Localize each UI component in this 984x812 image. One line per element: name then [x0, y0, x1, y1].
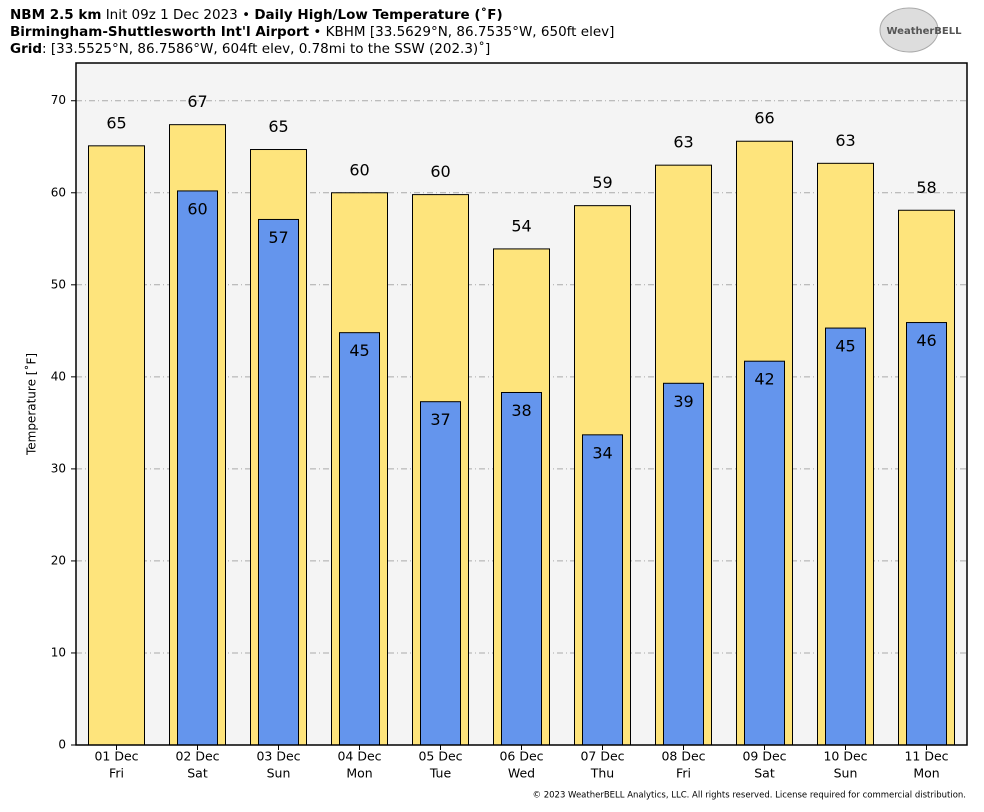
model: NBM 2.5 km: [10, 7, 101, 23]
y-tick-label: 40: [51, 369, 66, 383]
y-tick-label: 30: [51, 461, 66, 475]
grid-label: Grid: [10, 41, 42, 57]
y-tick-label: 0: [58, 738, 66, 752]
x-tick-label: 06 Dec: [499, 749, 543, 764]
init: Init 09z 1 Dec 2023: [106, 7, 238, 23]
bar: [177, 190, 218, 746]
grid-info: : [33.5525°N, 86.7586°W, 604ft elev, 0.7…: [42, 40, 490, 57]
x-tick-day: Sun: [834, 766, 858, 781]
station-info: KBHM [33.5629°N, 86.7535°W, 650ft elev]: [326, 24, 615, 40]
x-tick-day: Sat: [754, 766, 775, 781]
x-tick-label: 04 Dec: [337, 749, 381, 764]
logo: WeatherBELL: [886, 26, 962, 37]
x-tick-label: 11 Dec: [904, 749, 948, 764]
y-tick-label: 20: [51, 553, 66, 567]
value-label: 54: [511, 216, 531, 235]
value-label: 63: [673, 133, 693, 152]
x-tick-day: Wed: [508, 766, 535, 781]
y-tick-label: 50: [51, 277, 66, 291]
value-label: 34: [592, 443, 612, 462]
value-label: 39: [673, 392, 693, 411]
header-line: Grid: [33.5525°N, 86.7586°W, 604ft elev,…: [10, 40, 490, 57]
value-label: 65: [106, 113, 126, 132]
bar: [825, 327, 866, 746]
bar: [258, 218, 299, 746]
value-label: 38: [511, 401, 531, 420]
y-tick-label: 70: [51, 93, 66, 107]
header-line: Birmingham-Shuttlesworth Int'l Airport •…: [10, 24, 614, 40]
value-label: 59: [592, 173, 612, 192]
value-label: 37: [430, 410, 450, 429]
logo-mark: [879, 7, 939, 53]
value-label: 58: [916, 178, 936, 197]
bar: [339, 332, 380, 746]
value-label: 45: [835, 337, 855, 356]
x-tick-day: Fri: [109, 766, 124, 781]
x-tick-label: 03 Dec: [256, 749, 300, 764]
bar: [88, 145, 145, 746]
station: Birmingham-Shuttlesworth Int'l Airport: [10, 24, 310, 40]
x-tick-label: 07 Dec: [580, 749, 624, 764]
value-label: 42: [754, 370, 774, 389]
header-line: NBM 2.5 km Init 09z 1 Dec 2023 • Daily H…: [10, 6, 503, 23]
bar: [582, 434, 623, 746]
value-label: 63: [835, 131, 855, 150]
value-label: 60: [349, 160, 369, 179]
value-label: 65: [268, 117, 288, 136]
x-tick-day: Sun: [267, 766, 291, 781]
value-label: 45: [349, 341, 369, 360]
footer: © 2023 WeatherBELL Analytics, LLC. All r…: [533, 791, 966, 801]
bar: [744, 360, 785, 746]
y-tick-label: 60: [51, 185, 66, 199]
x-tick-day: Mon: [346, 766, 372, 781]
y-axis-label: Temperature [˚F]: [24, 353, 39, 456]
bar: [420, 401, 461, 746]
x-tick-label: 02 Dec: [175, 749, 219, 764]
x-tick-day: Fri: [676, 766, 691, 781]
bar: [906, 322, 947, 746]
value-label: 60: [187, 199, 207, 218]
x-tick-day: Mon: [913, 766, 939, 781]
value-label: 67: [187, 92, 207, 111]
bar: [501, 391, 542, 746]
bar: [663, 382, 704, 746]
value-label: 57: [268, 228, 288, 247]
product: Daily High/Low Temperature (˚F): [254, 6, 502, 23]
x-tick-label: 10 Dec: [823, 749, 867, 764]
value-label: 46: [916, 331, 936, 350]
value-label: 66: [754, 109, 774, 128]
x-tick-label: 05 Dec: [418, 749, 462, 764]
y-tick-label: 10: [51, 645, 66, 659]
x-tick-day: Sat: [187, 766, 208, 781]
x-tick-label: 09 Dec: [742, 749, 786, 764]
value-label: 60: [430, 162, 450, 181]
x-tick-day: Thu: [590, 766, 614, 781]
x-tick-day: Tue: [429, 766, 452, 781]
x-tick-label: 08 Dec: [661, 749, 705, 764]
plot-frame: [75, 62, 968, 746]
x-tick-label: 01 Dec: [94, 749, 138, 764]
